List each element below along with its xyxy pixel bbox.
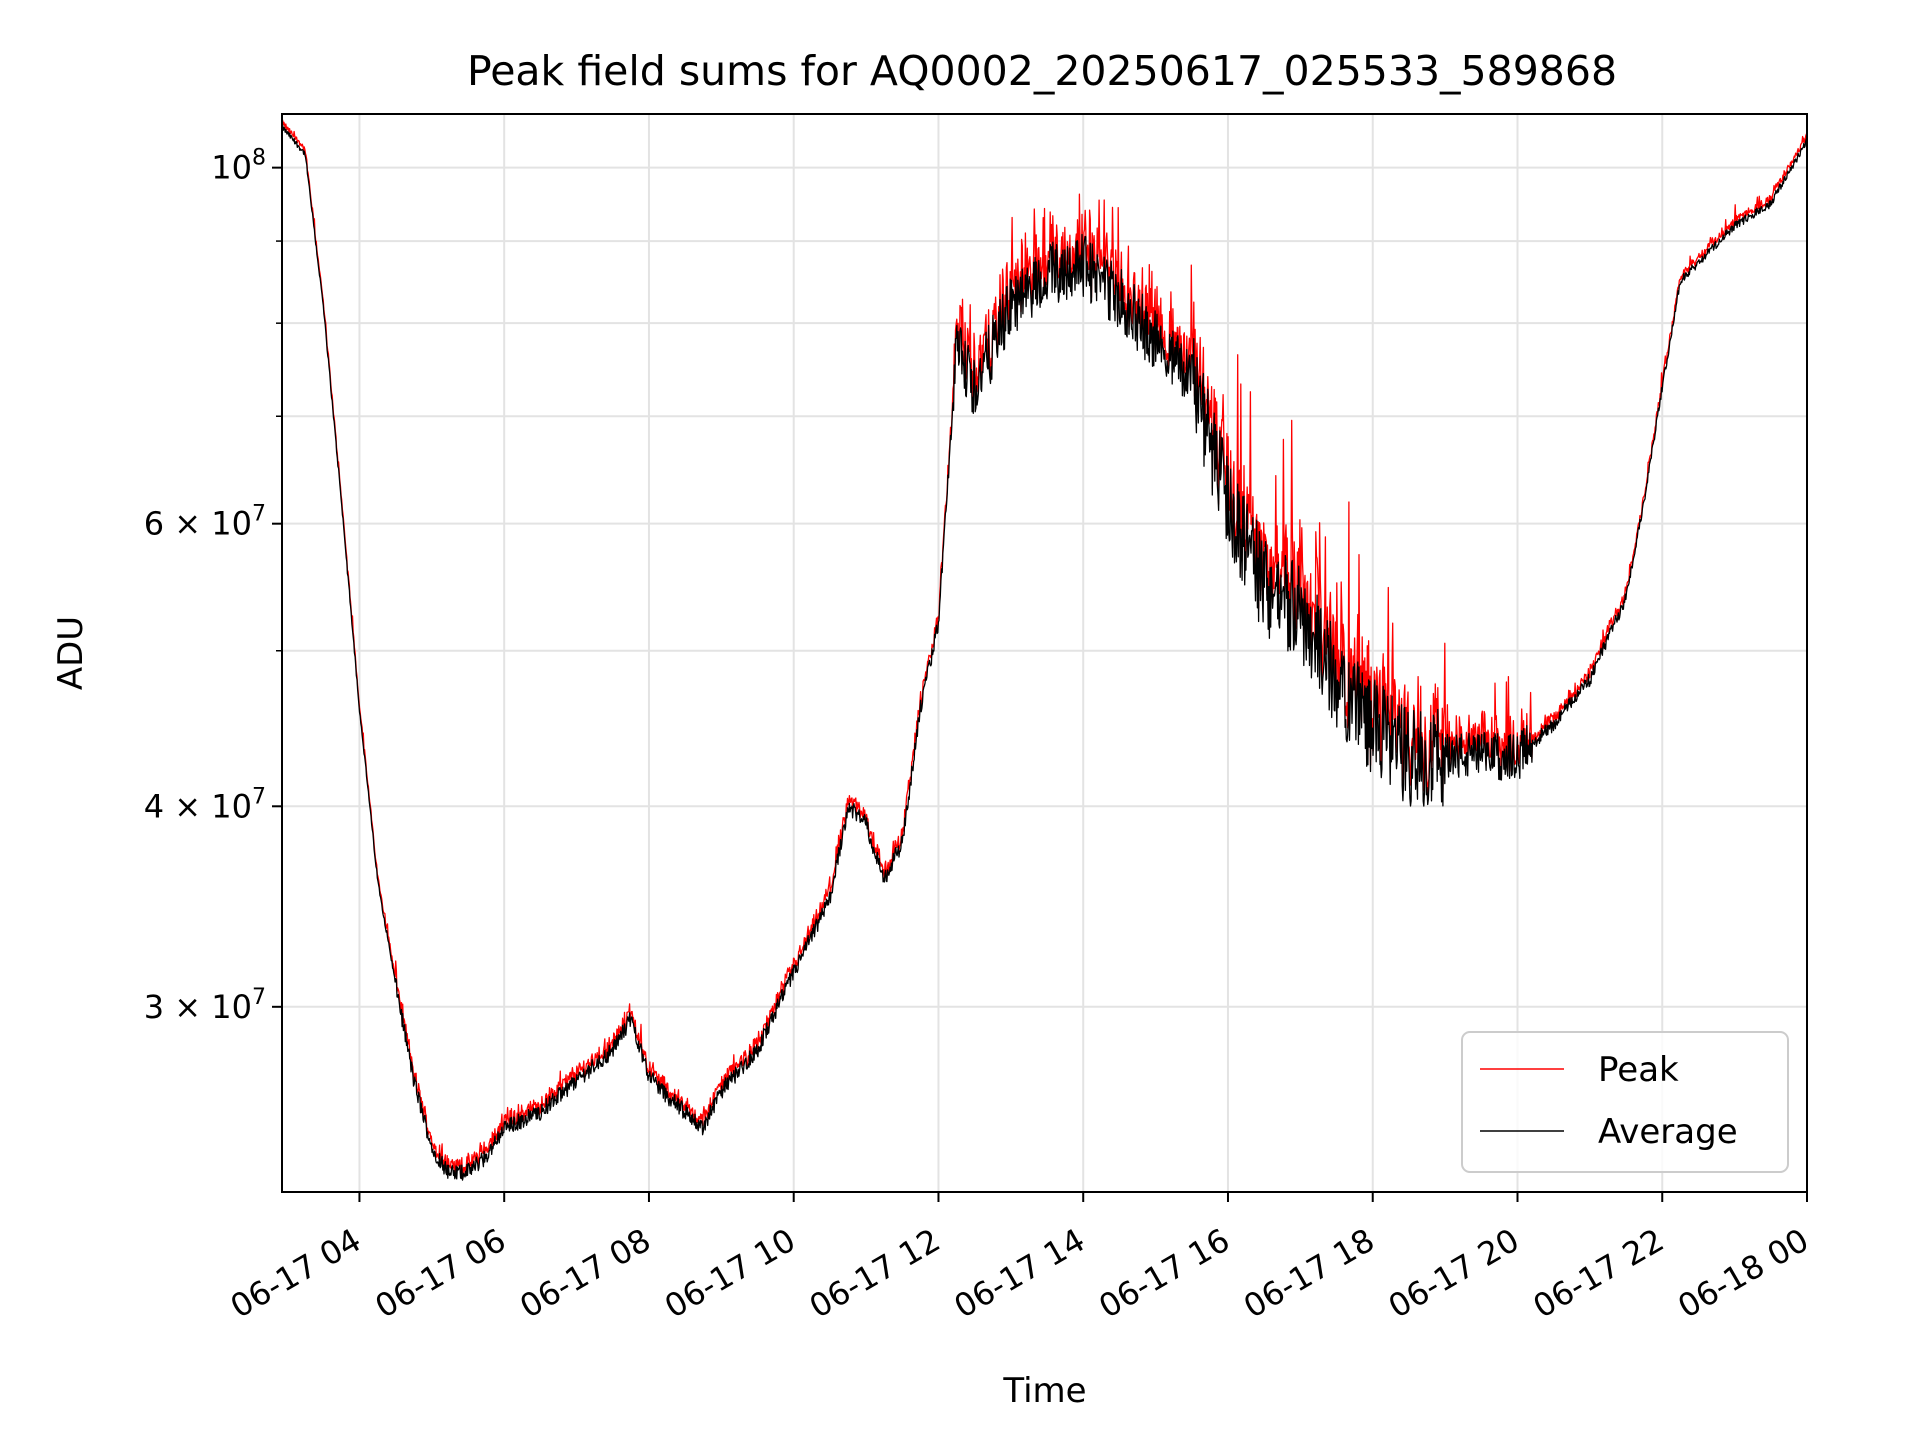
plot-frame xyxy=(281,113,1808,1193)
x-axis-label: Time xyxy=(1002,1371,1086,1411)
y-tick-label: 6 × 107 xyxy=(144,502,266,543)
legend-average-label: Average xyxy=(1598,1112,1738,1152)
y-tick-label: 4 × 107 xyxy=(144,784,266,825)
legend-peak-label: Peak xyxy=(1598,1050,1679,1090)
legend-box xyxy=(1461,1031,1789,1173)
series-average-line xyxy=(281,124,1808,1181)
chart-title: Peak field sums for AQ0002_20250617_0255… xyxy=(467,47,1617,95)
y-tick-label: 108 xyxy=(211,146,266,187)
y-axis-label: ADU xyxy=(51,616,91,690)
series-layer xyxy=(281,119,1808,1181)
y-tick-label: 3 × 107 xyxy=(144,985,266,1026)
legend: Peak Average xyxy=(1461,1031,1789,1173)
